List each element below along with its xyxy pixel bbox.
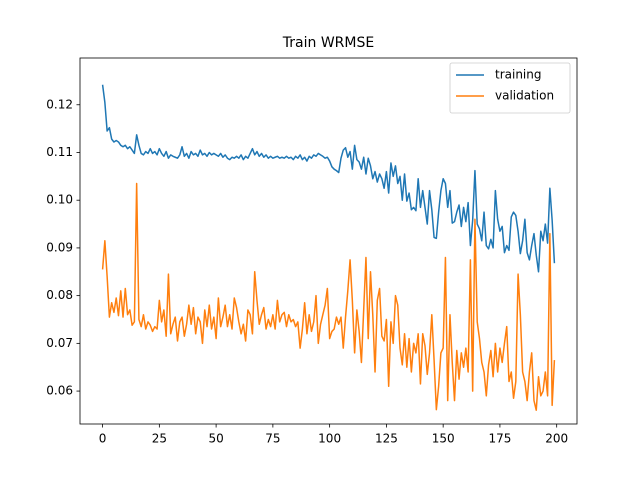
legend-label: validation	[495, 89, 554, 103]
chart-title: Train WRMSE	[282, 35, 374, 51]
x-tick-label: 125	[375, 432, 398, 446]
y-tick-label: 0.07	[46, 336, 73, 350]
y-tick-label: 0.11	[46, 145, 73, 159]
x-tick-label: 0	[99, 432, 107, 446]
y-tick-label: 0.09	[46, 240, 73, 254]
y-tick-label: 0.06	[46, 384, 73, 398]
y-tick-label: 0.12	[46, 97, 73, 111]
x-tick-label: 25	[152, 432, 167, 446]
series-line	[101, 182, 556, 411]
x-tick-label: 75	[265, 432, 280, 446]
x-tick-label: 200	[545, 432, 568, 446]
x-tick-label: 175	[488, 432, 511, 446]
x-tick-label: 100	[318, 432, 341, 446]
series-line	[101, 84, 556, 273]
x-tick-label: 150	[432, 432, 455, 446]
legend-label: training	[495, 68, 542, 82]
axes-frame	[79, 57, 578, 425]
y-tick-label: 0.08	[46, 288, 73, 302]
y-tick-label: 0.10	[46, 193, 73, 207]
x-tick-label: 50	[208, 432, 223, 446]
